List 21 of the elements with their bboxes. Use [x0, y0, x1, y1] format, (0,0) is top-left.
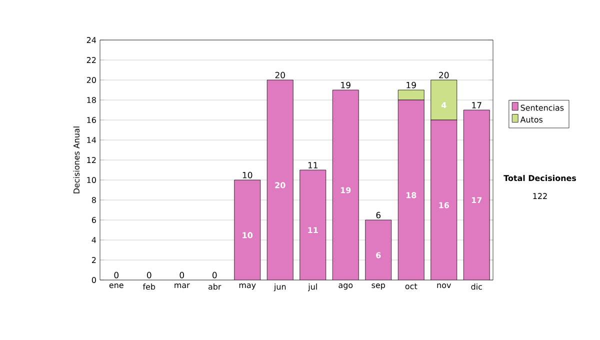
total-label: 19 [341, 82, 350, 88]
total-label: 0 [180, 272, 184, 278]
total-label: 19 [406, 82, 416, 88]
bar [300, 170, 326, 280]
total-label: 11 [308, 162, 318, 168]
total-label: 0 [212, 272, 217, 278]
bar [234, 180, 261, 280]
bar [463, 110, 490, 280]
bar [365, 220, 392, 280]
bar [398, 100, 424, 280]
total-label: 0 [146, 272, 152, 278]
total-label: 0 [114, 272, 119, 278]
bar [266, 80, 294, 280]
total-label: 10 [242, 172, 252, 178]
bar [430, 120, 458, 280]
total-label: 17 [472, 102, 482, 108]
total-label: 6 [376, 212, 381, 218]
total-label: 20 [275, 72, 285, 78]
total-label: 20 [439, 72, 449, 78]
bar [332, 90, 359, 280]
bar [398, 90, 424, 100]
